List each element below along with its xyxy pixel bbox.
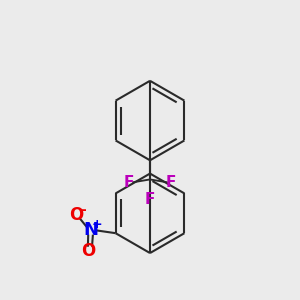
Text: F: F bbox=[145, 192, 155, 207]
Text: F: F bbox=[166, 175, 176, 190]
Text: N: N bbox=[83, 221, 98, 239]
Text: O: O bbox=[69, 206, 83, 224]
Text: O: O bbox=[81, 242, 95, 260]
Text: F: F bbox=[124, 175, 134, 190]
Text: -: - bbox=[80, 202, 86, 217]
Text: +: + bbox=[92, 218, 102, 231]
